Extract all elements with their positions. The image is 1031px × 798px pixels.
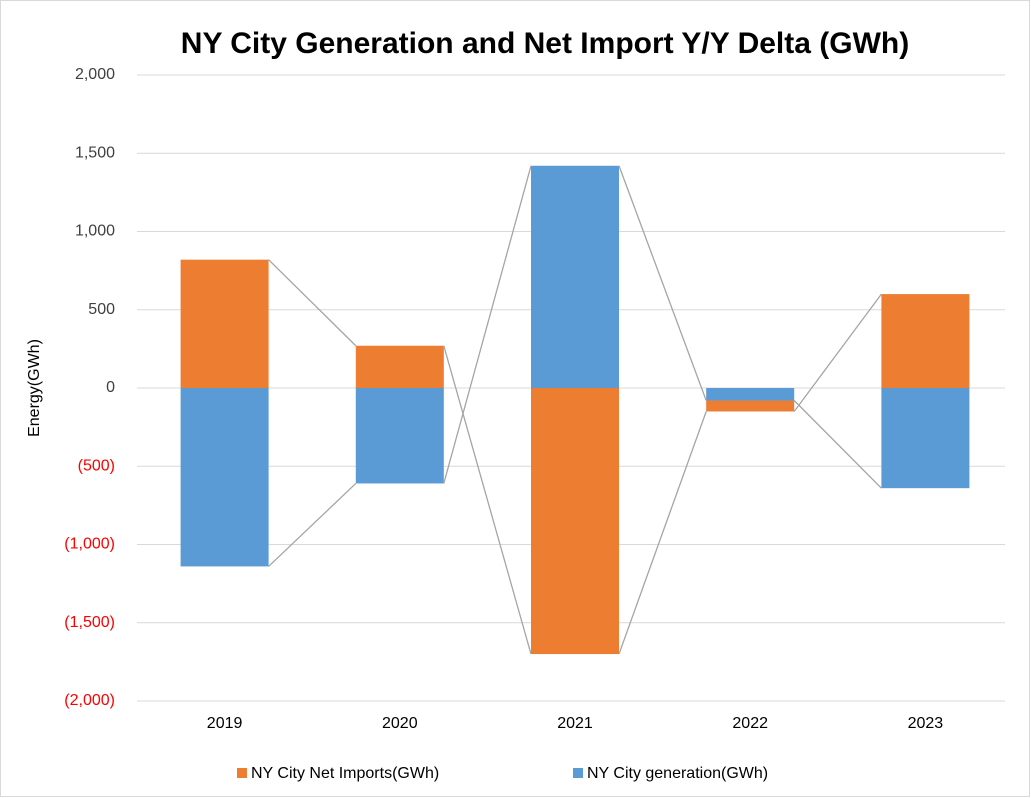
series-line <box>618 411 707 655</box>
x-tick-label: 2021 <box>557 715 593 732</box>
y-tick-label: 0 <box>106 379 115 396</box>
series-line <box>793 400 882 489</box>
y-tick-label: 2,000 <box>75 66 115 83</box>
x-tick-label: 2023 <box>908 715 944 732</box>
series-line <box>793 293 882 412</box>
x-tick-label: 2020 <box>382 715 418 732</box>
series-line <box>268 482 357 567</box>
legend-label: NY City Net Imports(GWh) <box>251 765 439 782</box>
bar <box>180 259 269 388</box>
legend-label: NY City generation(GWh) <box>587 765 768 782</box>
y-axis-label: Energy(GWh) <box>26 339 43 437</box>
bar <box>706 400 795 412</box>
legend-swatch <box>237 768 247 778</box>
series-line <box>618 165 707 401</box>
series-line <box>443 165 532 484</box>
bar <box>531 388 619 655</box>
y-tick-label: (1,500) <box>64 614 115 631</box>
x-tick-label: 2019 <box>207 715 243 732</box>
x-tick-label: 2022 <box>732 715 768 732</box>
y-tick-label: 1,000 <box>75 223 115 240</box>
y-tick-label: 500 <box>88 301 115 318</box>
y-tick-label: 1,500 <box>75 144 115 161</box>
bar <box>355 345 444 388</box>
bar <box>355 388 444 484</box>
y-tick-label: (500) <box>78 457 115 474</box>
series-line <box>443 345 532 655</box>
series-line <box>268 259 357 347</box>
bar <box>180 388 269 567</box>
y-tick-label: (2,000) <box>64 692 115 709</box>
bar <box>706 388 795 401</box>
bar <box>531 165 619 388</box>
bar <box>881 388 970 489</box>
chart-title: NY City Generation and Net Import Y/Y De… <box>181 27 909 60</box>
y-tick-label: (1,000) <box>64 536 115 553</box>
bar <box>881 294 970 388</box>
legend-swatch <box>573 768 583 778</box>
